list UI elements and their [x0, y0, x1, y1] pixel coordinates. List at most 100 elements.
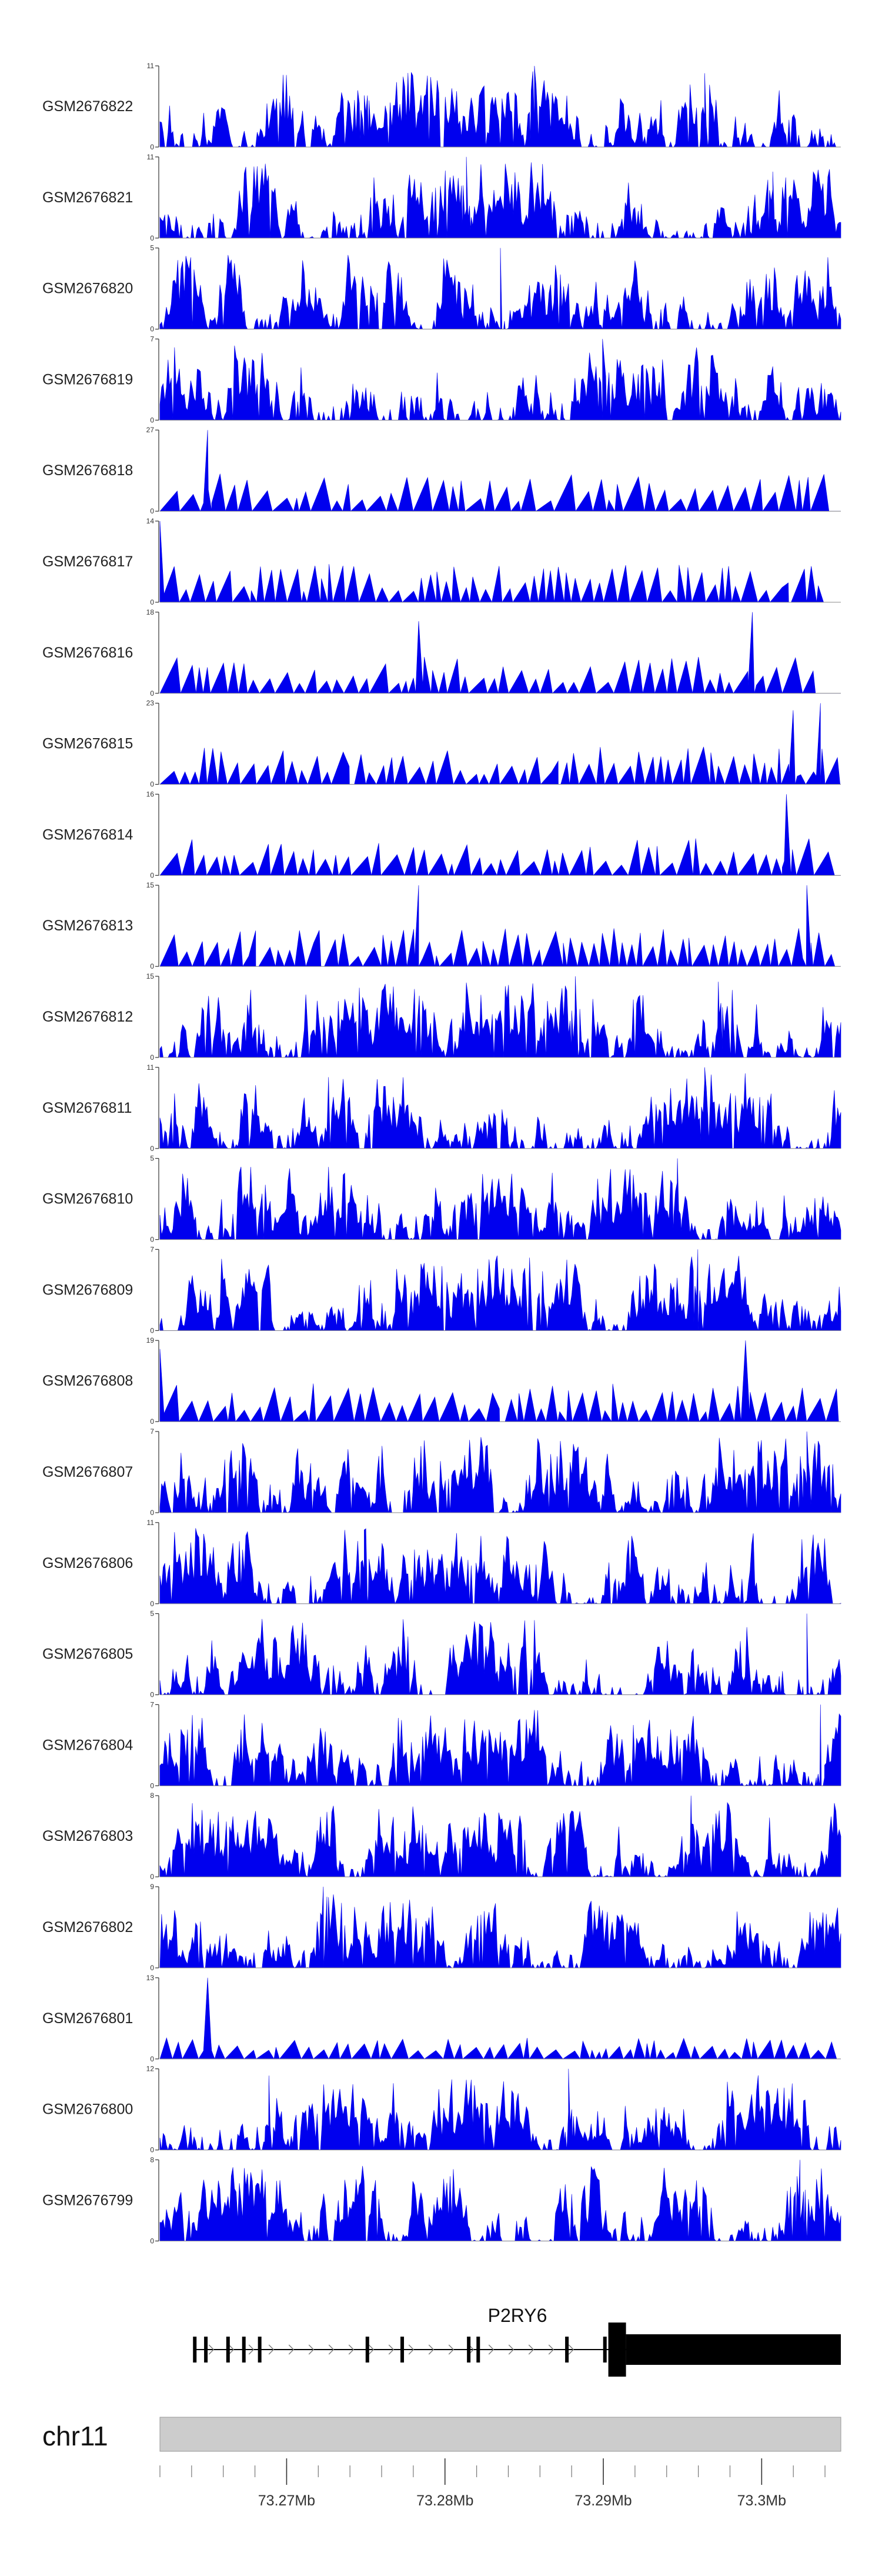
coverage-tracks: GSM2676822110GSM2676821110GSM267682050GS…	[42, 62, 841, 2245]
chromosome-label: chr11	[42, 2421, 108, 2451]
coverage-area	[159, 248, 841, 330]
track-GSM2676802: GSM2676802 9 0	[42, 1883, 841, 1972]
coverage-area	[159, 1431, 841, 1513]
track-name-label: GSM2676800	[42, 2101, 133, 2118]
strand-arrow	[508, 2344, 514, 2355]
y-tick-label-max: 5	[150, 244, 154, 252]
y-tick-label-min: 0	[150, 325, 154, 333]
track-name-label: GSM2676817	[42, 553, 133, 570]
y-tick-label-min: 0	[150, 143, 154, 151]
track-name-label: GSM2676810	[42, 1191, 133, 1207]
y-tick-label-min: 0	[150, 416, 154, 424]
y-tick-label-max: 11	[147, 153, 155, 161]
y-tick-label-min: 0	[150, 780, 154, 789]
coverage-area	[159, 612, 841, 694]
exon	[226, 2337, 230, 2363]
track-GSM2676818: GSM2676818 27 0	[42, 426, 841, 515]
track-name-label: GSM2676813	[42, 917, 133, 934]
track-GSM2676811: GSM2676811 11 0	[42, 1063, 841, 1153]
track-name-label: GSM2676822	[42, 98, 133, 115]
y-tick-label-min: 0	[150, 2146, 154, 2154]
exon	[258, 2337, 262, 2363]
y-tick-label-max: 18	[146, 608, 155, 616]
coverage-area	[159, 1704, 841, 1787]
strand-arrow	[308, 2344, 315, 2355]
track-GSM2676816: GSM2676816 18 0	[42, 608, 841, 698]
coverage-area	[159, 794, 841, 876]
track-GSM2676806: GSM2676806 11 0	[42, 1519, 841, 1608]
y-tick-label-min: 0	[150, 1781, 154, 1790]
track-name-label: GSM2676799	[42, 2192, 133, 2208]
y-tick-label-max: 15	[146, 881, 155, 889]
position-tick-label: 73.28Mb	[416, 2492, 473, 2509]
gene-label: P2RY6	[488, 2305, 547, 2326]
coverage-area	[159, 1977, 841, 2060]
strand-arrow	[428, 2344, 435, 2355]
y-tick-label-min: 0	[150, 1144, 154, 1153]
coverage-area	[159, 2160, 841, 2242]
gene-model	[193, 2323, 841, 2377]
coverage-area	[159, 1528, 841, 1604]
track-GSM2676804: GSM2676804 7 0	[42, 1700, 841, 1790]
track-GSM2676817: GSM2676817 14 0	[42, 517, 841, 606]
y-tick-label-max: 7	[150, 1245, 154, 1253]
gene-track: P2RY6	[193, 2305, 841, 2377]
track-name-label: GSM2676814	[42, 826, 133, 843]
chromosome-axis: chr11 73.27Mb 73.28Mb 73.29Mb 73.3Mb	[42, 2417, 841, 2509]
coverage-area	[159, 2068, 841, 2151]
y-tick-label-max: 9	[150, 1883, 154, 1891]
y-tick-label-max: 15	[146, 972, 155, 980]
exon	[476, 2337, 480, 2363]
y-tick-label-min: 0	[150, 1964, 154, 1972]
coverage-area	[159, 1158, 841, 1240]
track-GSM2676809: GSM2676809 7 0	[42, 1245, 841, 1334]
y-tick-label-max: 13	[146, 1974, 155, 1982]
strand-arrow	[388, 2344, 395, 2355]
position-tick-label: 73.27Mb	[258, 2492, 315, 2509]
y-tick-label-max: 7	[150, 1427, 154, 1436]
chromosome-ideogram-bar	[159, 2417, 841, 2452]
track-name-label: GSM2676812	[42, 1009, 133, 1025]
y-tick-label-max: 7	[150, 335, 154, 343]
track-name-label: GSM2676806	[42, 1555, 133, 1571]
track-name-label: GSM2676809	[42, 1282, 133, 1298]
strand-arrow	[228, 2344, 235, 2355]
track-name-label: GSM2676802	[42, 1919, 133, 1936]
coverage-area	[159, 1613, 841, 1696]
exon	[565, 2337, 569, 2363]
y-tick-label-min: 0	[150, 1326, 154, 1334]
y-tick-label-min: 0	[150, 1053, 154, 1062]
track-GSM2676812: GSM2676812 15 0	[42, 972, 841, 1062]
track-name-label: GSM2676801	[42, 2010, 133, 2027]
strand-arrow	[208, 2344, 215, 2355]
position-tick-label: 73.29Mb	[574, 2492, 632, 2509]
y-tick-label-min: 0	[150, 234, 154, 242]
y-tick-label-max: 7	[150, 1700, 154, 1709]
y-tick-label-min: 0	[150, 1691, 154, 1699]
strand-arrow	[288, 2344, 295, 2355]
strand-arrow	[568, 2344, 574, 2355]
track-GSM2676822: GSM2676822 11 0	[42, 62, 841, 151]
strand-arrow	[348, 2344, 355, 2355]
y-tick-label-max: 19	[146, 1336, 155, 1344]
y-tick-label-min: 0	[150, 598, 154, 606]
track-GSM2676807: GSM2676807 7 0	[42, 1427, 841, 1517]
coverage-area	[159, 1249, 841, 1332]
y-tick-label-max: 11	[147, 1519, 155, 1527]
strand-arrow	[528, 2344, 534, 2355]
y-tick-label-max: 14	[146, 517, 155, 525]
y-tick-label-max: 8	[150, 2155, 154, 2164]
exon	[365, 2337, 369, 2363]
y-tick-label-min: 0	[150, 1417, 154, 1426]
y-tick-label-min: 0	[150, 1873, 154, 1881]
y-tick-label-min: 0	[150, 689, 154, 698]
y-tick-label-max: 5	[150, 1610, 154, 1618]
coverage-area	[159, 1067, 841, 1149]
exon	[204, 2337, 208, 2363]
track-name-label: GSM2676805	[42, 1646, 133, 1663]
chromosome-ticks: 73.27Mb 73.28Mb 73.29Mb 73.3Mb	[159, 2458, 826, 2509]
y-tick-label-max: 27	[146, 426, 155, 434]
y-tick-label-max: 12	[146, 2065, 155, 2073]
